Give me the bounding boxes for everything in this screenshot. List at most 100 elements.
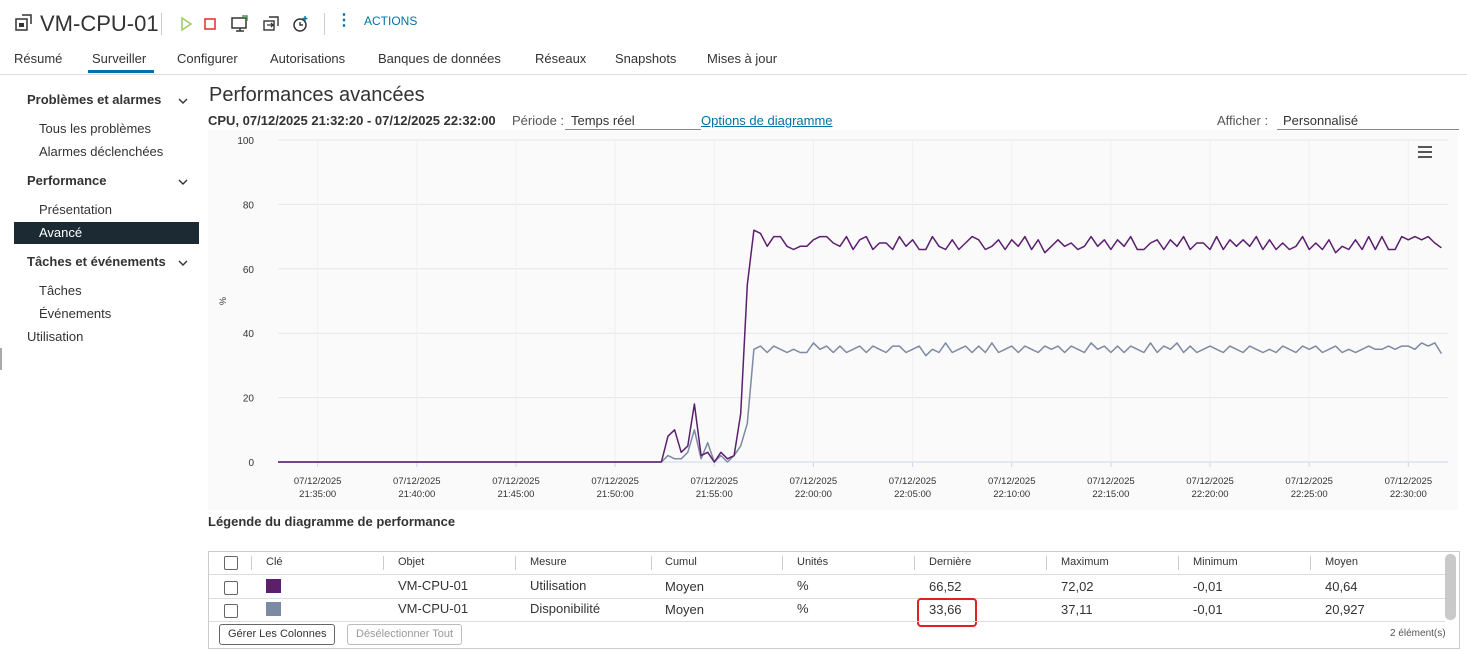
x-tick-label: 22:10:00 (993, 489, 1030, 500)
sidebar-item-taches[interactable]: Tâches (39, 283, 82, 298)
sidebar-resize-handle[interactable] (0, 348, 2, 370)
migrate-icon[interactable] (261, 14, 281, 34)
console-icon[interactable] (230, 14, 250, 34)
column-separator (1310, 556, 1311, 570)
cell-minimum: -0,01 (1193, 602, 1223, 617)
tab-snapshots[interactable]: Snapshots (615, 51, 677, 66)
column-header-cle[interactable]: Clé (266, 556, 283, 568)
column-header-separator (651, 556, 652, 570)
cell-mesure: Disponibilité (530, 601, 601, 616)
cell-cumul: Moyen (665, 602, 705, 617)
row-checkbox[interactable] (224, 581, 238, 595)
chevron-down-icon[interactable] (178, 177, 188, 187)
x-tick-label: 07/12/2025 (988, 476, 1036, 487)
column-header-derniere[interactable]: Dernière (929, 556, 972, 568)
cell-objet: VM-CPU-01 (398, 601, 469, 616)
highlight-box (917, 598, 977, 627)
series-line (278, 229, 1442, 463)
select-all-checkbox[interactable] (224, 556, 238, 570)
sidebar-item-alarmes-declenchees[interactable]: Alarmes déclenchées (39, 144, 164, 159)
cell-unites: % (797, 578, 809, 593)
x-tick-label: 07/12/2025 (1285, 476, 1333, 487)
x-tick-label: 07/12/2025 (1186, 476, 1234, 487)
x-tick-label: 22:20:00 (1192, 489, 1229, 500)
x-tick-label: 22:25:00 (1291, 489, 1328, 500)
tab-mises-a-jour[interactable]: Mises à jour (707, 51, 778, 66)
x-tick-label: 21:40:00 (398, 489, 435, 500)
row-divider (209, 598, 1445, 599)
chevron-down-icon[interactable] (178, 258, 188, 268)
deselect-all-button[interactable]: Désélectionner Tout (347, 624, 463, 645)
legend-title: Légende du diagramme de performance (208, 514, 456, 529)
tab-configurer[interactable]: Configurer (177, 51, 238, 66)
sidebar-item-avance[interactable]: Avancé (39, 225, 83, 240)
sidebar-item-utilisation[interactable]: Utilisation (27, 329, 84, 344)
tab-surveiller[interactable]: Surveiller (92, 51, 147, 66)
x-tick-label: 07/12/2025 (294, 476, 342, 487)
cell-derniere: 66,52 (929, 579, 962, 594)
power-on-icon[interactable] (176, 14, 196, 34)
y-tick-label: 20 (243, 394, 255, 405)
actions-menu[interactable]: ⋮ ACTIONS (336, 13, 417, 29)
series-color-swatch (266, 579, 281, 593)
tab-resume[interactable]: Résumé (14, 51, 63, 66)
column-separator (251, 556, 252, 570)
column-header-cumul[interactable]: Cumul (665, 556, 697, 568)
cell-moyen: 20,927 (1325, 602, 1365, 617)
y-tick-label: 100 (237, 136, 254, 147)
cell-unites: % (797, 601, 809, 616)
table-scrollbar[interactable] (1445, 554, 1456, 620)
column-header-minimum[interactable]: Minimum (1193, 556, 1238, 568)
snapshot-icon[interactable] (291, 14, 311, 34)
sidebar-section-problemes[interactable]: Problèmes et alarmes (27, 92, 162, 107)
chevron-down-icon[interactable] (178, 96, 188, 106)
sidebar-item-presentation[interactable]: Présentation (39, 202, 112, 217)
row-checkbox[interactable] (224, 604, 238, 618)
x-tick-label: 21:45:00 (497, 489, 534, 500)
view-select[interactable]: Personnalisé (1277, 113, 1459, 130)
x-tick-label: 22:30:00 (1390, 489, 1427, 500)
sidebar-item-evenements[interactable]: Événements (39, 306, 112, 321)
toolbar-separator (324, 13, 325, 35)
tab-reseaux[interactable]: Réseaux (535, 51, 587, 66)
item-count: 2 élément(s) (1390, 628, 1446, 639)
chart-options-link[interactable]: Options de diagramme (701, 113, 833, 128)
manage-columns-button[interactable]: Gérer Les Colonnes (219, 624, 336, 645)
page-title: Performances avancées (209, 84, 425, 106)
row-divider (209, 621, 1445, 622)
performance-chart[interactable]: 0 20 40 60 80 100% 07/12/2025 21:35:00 07/12/202… (208, 130, 1458, 510)
period-select[interactable]: Temps réel (565, 113, 701, 130)
column-header-maximum[interactable]: Maximum (1061, 556, 1109, 568)
tab-banques-de-donnees[interactable]: Banques de données (378, 51, 501, 66)
sidebar-item-tous-les-problemes[interactable]: Tous les problèmes (39, 121, 151, 136)
active-tab-indicator (88, 70, 154, 73)
sidebar-section-taches-evenements[interactable]: Tâches et événements (27, 254, 166, 269)
sidebar-section-performance[interactable]: Performance (27, 173, 107, 188)
y-tick-label: 0 (248, 458, 254, 469)
x-tick-label: 07/12/2025 (790, 476, 838, 487)
x-tick-label: 22:05:00 (894, 489, 931, 500)
header-divider (209, 574, 1445, 575)
column-separator (1178, 556, 1179, 570)
tab-autorisations[interactable]: Autorisations (270, 51, 346, 66)
column-header-moyen[interactable]: Moyen (1325, 556, 1359, 568)
x-tick-label: 07/12/2025 (690, 476, 738, 487)
cell-cumul: Moyen (665, 579, 705, 594)
power-off-icon[interactable] (200, 14, 220, 34)
column-separator (1046, 556, 1047, 570)
column-header-mesure[interactable]: Mesure (530, 556, 567, 568)
column-header-unites[interactable]: Unités (797, 556, 829, 568)
cell-maximum: 72,02 (1061, 579, 1094, 594)
sidebar-active-highlight (14, 222, 199, 244)
tab-bar: Résumé Surveiller Configurer Autorisatio… (0, 46, 1467, 75)
cell-minimum: -0,01 (1193, 579, 1223, 594)
chart-menu-icon[interactable] (1417, 145, 1433, 159)
column-header-objet[interactable]: Objet (398, 556, 425, 568)
view-label: Afficher : (1217, 113, 1269, 128)
x-tick-label: 07/12/2025 (393, 476, 441, 487)
x-tick-label: 07/12/2025 (492, 476, 540, 487)
x-tick-label: 07/12/2025 (591, 476, 639, 487)
cell-objet: VM-CPU-01 (398, 578, 469, 593)
x-tick-label: 22:15:00 (1092, 489, 1129, 500)
x-tick-label: 07/12/2025 (889, 476, 937, 487)
